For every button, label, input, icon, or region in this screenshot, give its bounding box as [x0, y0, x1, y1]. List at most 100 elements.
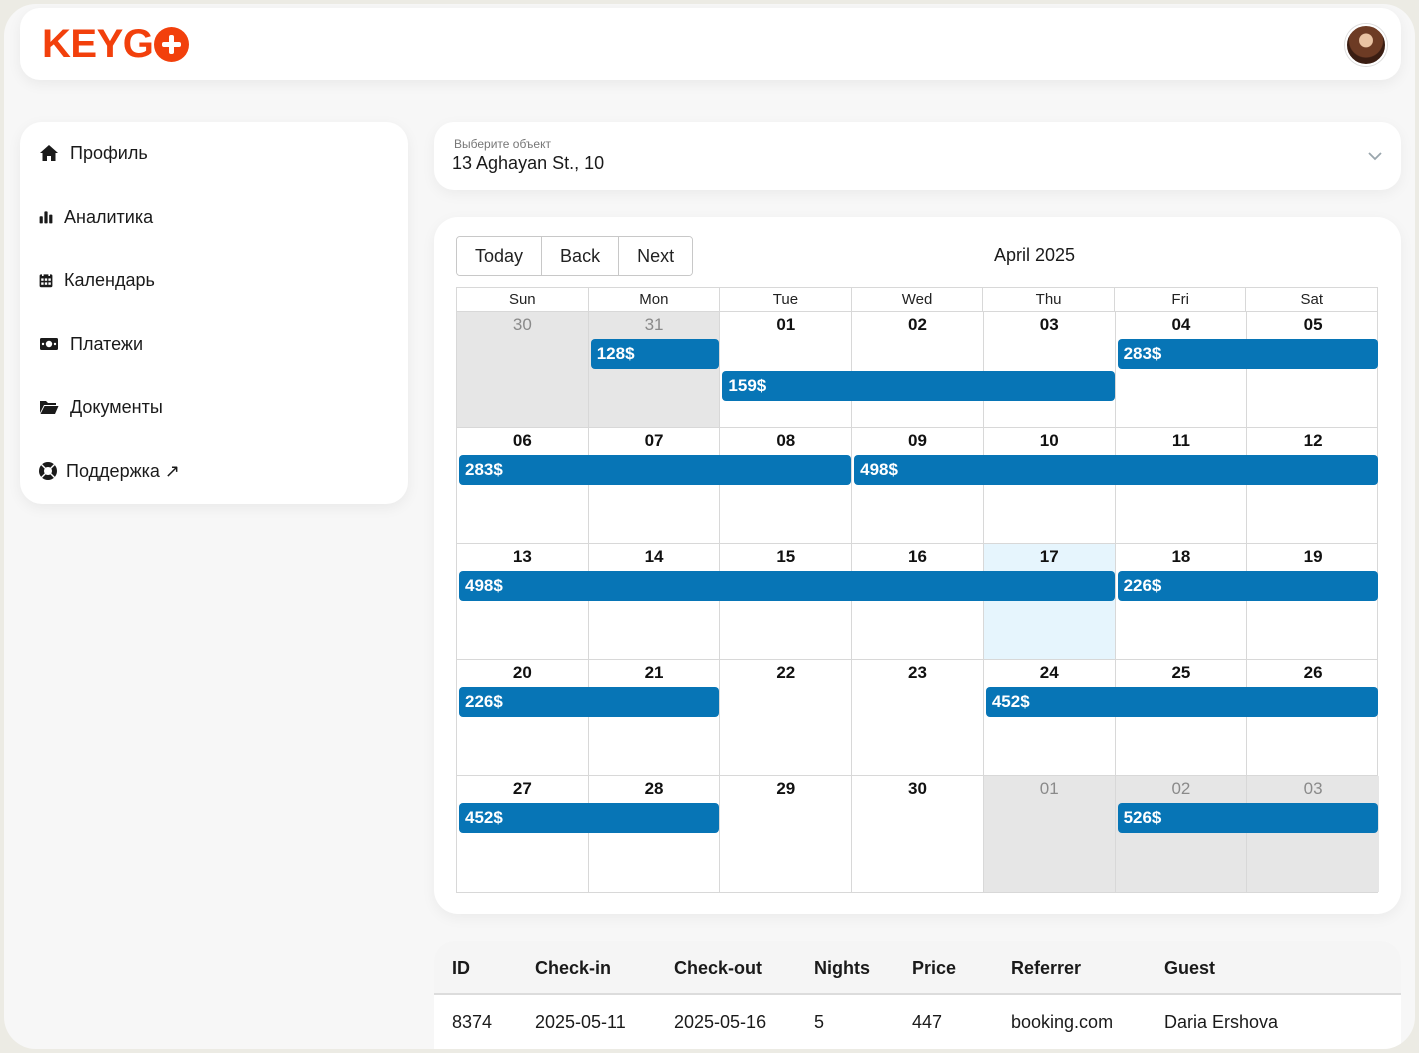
booking-event[interactable]: 283$: [459, 455, 852, 485]
bookings-table: ID Check-in Check-out Nights Price Refer…: [434, 941, 1401, 1049]
day-cell[interactable]: 03: [1247, 776, 1379, 892]
day-cell[interactable]: 09: [852, 428, 984, 543]
day-cell-today[interactable]: 17: [983, 544, 1116, 659]
day-number: 26: [1303, 663, 1323, 682]
booking-event[interactable]: 159$: [722, 371, 1115, 401]
day-number: 02: [1171, 779, 1191, 798]
booking-event[interactable]: 498$: [854, 455, 1378, 485]
sidebar-item-profile[interactable]: Профиль: [38, 138, 148, 168]
week-row: 30 31 01 02 03 04 05 128$ 283$ 159$: [457, 312, 1379, 428]
day-number: 27: [512, 779, 532, 798]
day-cell[interactable]: 24: [984, 660, 1116, 775]
day-cell[interactable]: 30: [457, 312, 589, 427]
day-number: 05: [1303, 315, 1323, 334]
booking-event[interactable]: 226$: [1117, 571, 1378, 601]
booking-event[interactable]: 226$: [459, 687, 720, 717]
weekday-label: Sun: [457, 288, 589, 311]
day-cell[interactable]: 26: [1247, 660, 1379, 775]
day-cell[interactable]: 01: [983, 776, 1116, 892]
booking-event[interactable]: 498$: [459, 571, 1115, 601]
user-avatar[interactable]: [1345, 24, 1387, 66]
column-header-guest[interactable]: Guest: [1164, 958, 1216, 978]
day-cell[interactable]: 02: [852, 312, 984, 427]
booking-event[interactable]: 283$: [1117, 339, 1378, 369]
day-cell[interactable]: 08: [720, 428, 853, 543]
day-cell[interactable]: 21: [589, 660, 721, 775]
day-cell[interactable]: 03: [984, 312, 1116, 427]
sidebar-item-support[interactable]: Поддержка ↗: [38, 456, 180, 486]
day-cell[interactable]: 30: [852, 776, 984, 892]
sidebar-item-label: Аналитика: [64, 206, 154, 227]
day-number: 24: [1039, 663, 1059, 682]
chevron-down-icon: [1368, 152, 1382, 161]
cell-nights: 5: [814, 1012, 825, 1032]
day-number: 22: [776, 663, 796, 682]
column-header-check-out[interactable]: Check-out: [674, 958, 763, 978]
day-cell[interactable]: 10: [984, 428, 1116, 543]
sidebar-item-label: Документы: [70, 396, 163, 417]
day-cell[interactable]: 13: [457, 544, 589, 659]
day-number: 10: [1039, 431, 1059, 450]
column-header-referrer[interactable]: Referrer: [1011, 958, 1082, 978]
weekday-label: Tue: [720, 288, 852, 311]
day-cell[interactable]: 27: [457, 776, 589, 892]
column-header-price[interactable]: Price: [912, 958, 957, 978]
booking-event[interactable]: 452$: [985, 687, 1378, 717]
column-header-id[interactable]: ID: [452, 958, 470, 978]
day-cell[interactable]: 22: [720, 660, 853, 775]
day-number: 03: [1039, 315, 1059, 334]
booking-event[interactable]: 452$: [459, 803, 720, 833]
day-number: 31: [644, 315, 664, 334]
today-button[interactable]: Today: [457, 237, 543, 275]
day-cell[interactable]: 05: [1247, 312, 1379, 427]
sidebar: Профиль Аналитика Календарь Платежи Доку…: [20, 122, 408, 504]
day-number: 17: [1039, 547, 1059, 566]
day-cell[interactable]: 11: [1116, 428, 1248, 543]
day-cell[interactable]: 02: [1115, 776, 1248, 892]
sidebar-item-documents[interactable]: Документы: [38, 392, 163, 422]
app-window: KEYG Профиль Аналитика Календарь Платежи…: [4, 4, 1415, 1049]
day-cell[interactable]: 31: [588, 312, 721, 427]
sidebar-item-label: Поддержка ↗: [66, 460, 180, 481]
day-cell[interactable]: 28: [589, 776, 721, 892]
day-number: 09: [908, 431, 927, 450]
property-select[interactable]: Выберите объект 13 Aghayan St., 10: [434, 122, 1401, 190]
top-header: KEYG: [20, 8, 1401, 80]
weekday-label: Mon: [589, 288, 721, 311]
sidebar-item-analytics[interactable]: Аналитика: [38, 202, 153, 232]
day-cell[interactable]: 16: [852, 544, 984, 659]
day-cell[interactable]: 14: [589, 544, 721, 659]
day-cell[interactable]: 15: [720, 544, 853, 659]
sidebar-item-label: Календарь: [64, 269, 155, 290]
next-button[interactable]: Next: [619, 237, 693, 275]
day-cell[interactable]: 06: [457, 428, 589, 543]
booking-event[interactable]: 526$: [1117, 803, 1378, 833]
booking-event[interactable]: 128$: [590, 339, 720, 369]
logo-plus-icon: [154, 26, 190, 62]
back-button[interactable]: Back: [542, 237, 620, 275]
calendar-toolbar: Today Back Next: [456, 236, 694, 276]
day-number: 11: [1171, 431, 1190, 450]
day-cell[interactable]: 18: [1116, 544, 1248, 659]
day-cell[interactable]: 07: [589, 428, 721, 543]
day-cell[interactable]: 12: [1247, 428, 1379, 543]
day-number: 29: [776, 779, 796, 798]
day-cell[interactable]: 25: [1116, 660, 1248, 775]
column-header-check-in[interactable]: Check-in: [535, 958, 612, 978]
sidebar-item-calendar[interactable]: Календарь: [38, 265, 155, 295]
cell-guest: Daria Ershova: [1164, 1012, 1279, 1032]
day-cell[interactable]: 19: [1247, 544, 1379, 659]
day-cell[interactable]: 20: [457, 660, 589, 775]
column-header-nights[interactable]: Nights: [814, 958, 870, 978]
day-cell[interactable]: 01: [720, 312, 853, 427]
day-number: 15: [776, 547, 796, 566]
sidebar-item-payments[interactable]: Платежи: [38, 329, 143, 359]
day-cell[interactable]: 23: [852, 660, 984, 775]
day-number: 01: [1039, 779, 1059, 798]
day-cell[interactable]: 29: [720, 776, 853, 892]
day-cell[interactable]: 04: [1116, 312, 1248, 427]
cell-check-in: 2025-05-11: [535, 1012, 626, 1032]
keygo-logo[interactable]: KEYG: [42, 22, 190, 66]
calendar-card: Today Back Next April 2025 Sun Mon Tue Wed T…: [434, 217, 1401, 914]
day-number: 04: [1171, 315, 1191, 334]
